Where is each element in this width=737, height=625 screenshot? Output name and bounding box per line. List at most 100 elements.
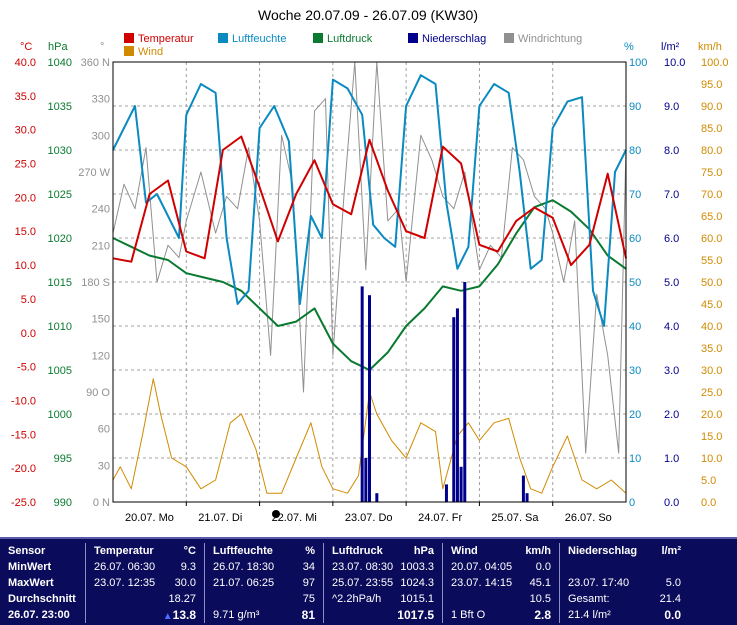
temp-header: Temperatur	[94, 545, 154, 557]
wind-max-time: 23.07. 14:15	[451, 577, 513, 589]
wind-current: 2.8	[534, 608, 551, 622]
hum-min-time: 26.07. 18:30	[213, 561, 275, 573]
axis-ticks: 40.0 35.0 30.0 25.0 20.0 15.0 10.0 5.0 0.0 -5.0 -1…	[11, 57, 729, 524]
dir-tick: 360 N	[81, 57, 110, 69]
hum-tick: 50	[629, 277, 641, 289]
hpa-tick: 1040	[48, 57, 72, 69]
rain-tick: 9.0	[664, 101, 679, 113]
wind-tick: 55.0	[701, 255, 722, 267]
day-label: 26.07. So	[565, 512, 612, 524]
rain-bar	[360, 286, 364, 502]
hum-min-val: 34	[302, 561, 315, 573]
hum-tick: 20	[629, 409, 641, 421]
stats-panel: Sensor MinWert MaxWert Durchschnitt 26.0…	[0, 537, 737, 625]
wind-tick: 75.0	[701, 167, 722, 179]
rain-bar	[455, 308, 459, 502]
wind-min-val: 0.0	[535, 561, 551, 573]
wind-tick: 100.0	[701, 57, 729, 69]
wind-tick: 80.0	[701, 145, 722, 157]
rain-bar	[444, 484, 448, 502]
hum-max-time: 21.07. 06:25	[213, 577, 275, 589]
day-label: 20.07. Mo	[125, 512, 174, 524]
day-label: 24.07. Fr	[418, 512, 462, 524]
legend-swatch-luftdruck	[313, 33, 323, 43]
wind-bft: 1 Bft O	[451, 609, 486, 621]
rain-tick: 0.0	[664, 497, 679, 509]
rain-max-time: 23.07. 17:40	[568, 577, 630, 589]
wind-tick: 10.0	[701, 453, 722, 465]
temp-tick: 30.0	[15, 125, 36, 137]
temp-tick: 0.0	[21, 328, 36, 340]
hum-tick: 40	[629, 321, 641, 333]
hpa-tick: 1030	[48, 145, 72, 157]
rain-max-val: 5.0	[665, 577, 681, 589]
moon-icon	[272, 510, 280, 518]
dir-tick: 210	[92, 240, 110, 252]
series-temperatur	[112, 135, 627, 267]
wind-tick: 35.0	[701, 343, 722, 355]
rain-bar	[463, 282, 467, 502]
sensor-col: Sensor MinWert MaxWert Durchschnitt 26.0…	[0, 543, 86, 623]
temp-current: 13.8	[172, 608, 196, 622]
rain-bar	[364, 458, 368, 502]
wind-tick: 5.0	[701, 475, 716, 487]
legend-swatch-wind	[124, 46, 134, 56]
current-time: 26.07. 23:00	[8, 609, 70, 621]
pressure-col: Luftdruck hPa 23.07. 08:30 1003.3 25.07. 2…	[324, 543, 443, 623]
rain-tick: 2.0	[664, 409, 679, 421]
rain-total-label: Gesamt:	[568, 593, 610, 605]
hum-current: 81	[301, 608, 315, 622]
chart-title: Woche 20.07.09 - 26.07.09 (KW30)	[258, 7, 478, 23]
hum-tick: 100	[629, 57, 647, 69]
wind-tick: 90.0	[701, 101, 722, 113]
dir-tick: 90 O	[86, 387, 110, 399]
dir-unit: °	[100, 41, 104, 53]
wind-unit: km/h	[698, 41, 722, 53]
temp-tick: 35.0	[15, 91, 36, 103]
hum-tick: 70	[629, 189, 641, 201]
rain-col: Niederschlag l/m² 23.07. 17:40 5.0 Gesamt:…	[560, 543, 681, 623]
wind-tick: 25.0	[701, 387, 722, 399]
temp-tick: -5.0	[17, 362, 36, 374]
hpa-unit: hPa	[48, 41, 68, 53]
temp-min-time: 26.07. 06:30	[94, 561, 156, 573]
wind-min-time: 20.07. 04:05	[451, 561, 513, 573]
legend-luftfeuchte: Luftfeuchte	[232, 33, 286, 45]
wind-tick: 45.0	[701, 299, 722, 311]
wind-tick: 50.0	[701, 277, 722, 289]
hum-tick: 10	[629, 453, 641, 465]
day-label: 21.07. Di	[198, 512, 242, 524]
rain-tick: 10.0	[664, 57, 685, 69]
wind-tick: 95.0	[701, 79, 722, 91]
maxwert-label: MaxWert	[8, 577, 54, 589]
dir-tick: 150	[92, 314, 110, 326]
temp-tick: -10.0	[11, 395, 36, 407]
dir-tick: 120	[92, 350, 110, 362]
temp-trend-arrow: ▲	[162, 611, 173, 622]
hum-tick: 60	[629, 233, 641, 245]
hpa-tick: 1015	[48, 277, 72, 289]
wind-unit-label: km/h	[525, 545, 551, 557]
rain-bar	[375, 493, 379, 502]
weather-chart: Woche 20.07.09 - 26.07.09 (KW30) Tempera…	[11, 7, 729, 524]
temp-max-val: 30.0	[174, 577, 196, 589]
legend-wind: Wind	[138, 46, 163, 58]
dir-tick: 240	[92, 204, 110, 216]
rain-current: 0.0	[664, 608, 681, 622]
hpa-avg: 1015.1	[400, 593, 434, 605]
humidity-col: Luftfeuchte% 26.07. 18:30 34 21.07. 06:25…	[205, 543, 324, 623]
sensor-header: Sensor	[8, 545, 46, 557]
legend-temperatur: Temperatur	[138, 33, 194, 45]
temp-tick: 15.0	[15, 226, 36, 238]
rain-tick: 6.0	[664, 233, 679, 245]
hpa-min-time: 23.07. 08:30	[332, 561, 394, 573]
plot-frame	[112, 61, 627, 503]
temp-tick: 5.0	[21, 294, 36, 306]
rain-bar	[525, 493, 529, 502]
day-label: 23.07. Do	[345, 512, 393, 524]
legend-swatch-windrichtung	[504, 33, 514, 43]
legend-windrichtung: Windrichtung	[518, 33, 582, 45]
rain-header: Niederschlag	[568, 545, 638, 557]
legend-luftdruck: Luftdruck	[327, 33, 373, 45]
temp-tick: 25.0	[15, 159, 36, 171]
